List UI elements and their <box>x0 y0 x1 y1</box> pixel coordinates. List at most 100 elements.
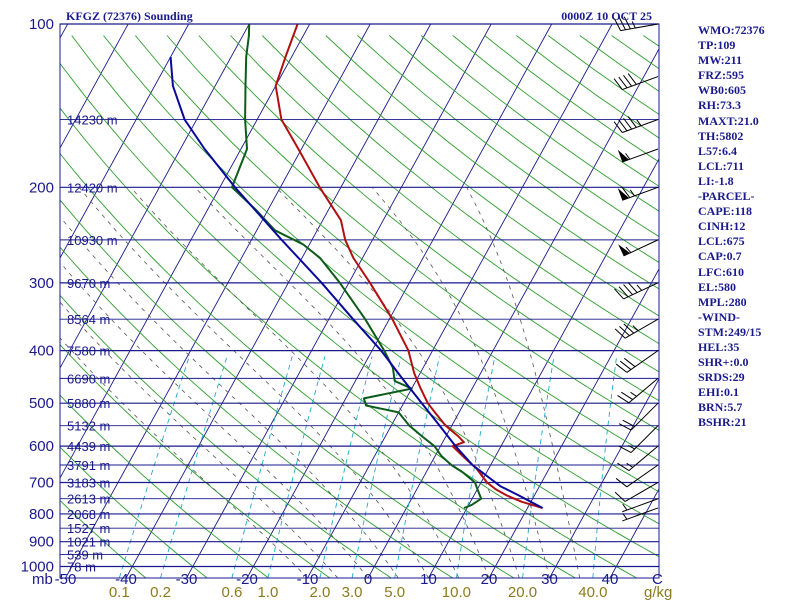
temperature-tick-label: 10 <box>420 571 437 588</box>
pressure-tick-label: 700 <box>29 474 54 491</box>
height-label: 2613 m <box>67 492 110 507</box>
height-label: 1527 m <box>67 521 110 536</box>
plot-frame <box>59 23 660 579</box>
sounding-trace-2 <box>169 56 544 509</box>
mixing-ratio-label: 20.0 <box>508 584 537 600</box>
dry-adiabat-line <box>60 107 637 578</box>
index-line: WMO:72376 <box>698 23 765 37</box>
height-label: 6690 m <box>67 371 110 386</box>
index-line: CINH:12 <box>698 219 746 234</box>
index-line: -WIND- <box>698 309 740 324</box>
index-line: TP:109 <box>698 38 736 53</box>
mixing-ratio-label: 10.0 <box>442 584 471 600</box>
height-label: 1021 m <box>67 535 110 550</box>
isotherm-line <box>60 24 190 259</box>
height-label: 78 m <box>67 560 96 575</box>
isotherm-line <box>549 377 659 578</box>
pressure-tick-label: 500 <box>29 395 54 412</box>
mixing-ratio-unit-label: g/kg <box>644 584 672 600</box>
isotherm-line <box>60 24 311 479</box>
isotherm-line <box>0 24 7 578</box>
mixing-ratio-label: 40.0 <box>578 584 607 600</box>
wind-barb <box>618 239 659 257</box>
index-line: L57:6.4 <box>698 143 737 158</box>
dry-adiabat-line <box>60 446 208 578</box>
temperature-tick-label: -30 <box>176 571 198 588</box>
index-line: LCL:675 <box>698 234 745 249</box>
isotherm-line <box>125 24 432 578</box>
index-line: LFC:610 <box>698 264 744 279</box>
index-line: LI:-1.8 <box>698 173 734 188</box>
temperature-tick-label: 30 <box>541 571 558 588</box>
isotherm-line <box>60 24 250 369</box>
pressure-tick-label: 100 <box>29 16 54 33</box>
pressure-tick-label: 900 <box>29 534 54 551</box>
mixing-ratio-line <box>231 356 293 578</box>
wind-barb <box>613 116 659 133</box>
chart-title: KFGZ (72376) Sounding <box>66 9 193 23</box>
dry-adiabat-line <box>357 35 659 263</box>
index-line: EL:580 <box>698 279 737 294</box>
index-line: -PARCEL- <box>698 189 755 204</box>
moist-adiabat-line <box>60 261 369 578</box>
index-line: CAP:0.7 <box>698 249 742 264</box>
dry-adiabat-line <box>293 35 659 317</box>
height-label: 12420 m <box>67 180 118 195</box>
mixing-ratio-label: 1.0 <box>257 584 278 600</box>
wind-barb <box>615 350 659 373</box>
index-line: SRDS:29 <box>698 370 745 385</box>
background-lines <box>0 24 659 578</box>
wind-barb <box>617 445 659 471</box>
pressure-tick-label: 1000 <box>21 559 54 576</box>
temperature-tick-label: 40 <box>602 571 619 588</box>
mixing-ratio-line <box>319 356 373 578</box>
pressure-tick-label: 300 <box>29 275 54 292</box>
height-label: 14230 m <box>67 113 118 128</box>
wind-barb <box>617 377 659 404</box>
isobars <box>60 23 659 568</box>
wind-barb <box>614 282 659 300</box>
index-line: BSHR:21 <box>698 415 747 430</box>
mixing-ratio-label: 0.2 <box>150 584 171 600</box>
dry-adiabat-line <box>134 35 659 462</box>
wind-barb <box>622 507 659 522</box>
index-line: STM:249/15 <box>698 324 762 339</box>
dry-adiabat-line <box>198 35 659 402</box>
moist-adiabat-line <box>194 187 490 578</box>
mixing-ratio-line <box>160 356 228 578</box>
isotherm-line <box>246 24 553 578</box>
dry-adiabat-line <box>261 35 659 345</box>
sounding-traces <box>169 24 544 509</box>
index-line: LCL:711 <box>698 158 745 173</box>
isotherm-line <box>60 24 129 149</box>
mixing-ratio-label: 2.0 <box>309 584 330 600</box>
moist-adiabat-line <box>466 187 581 578</box>
mixing-ratio-line <box>118 356 190 578</box>
mixing-ratio-line <box>592 356 618 578</box>
moist-adiabat-line <box>130 187 460 578</box>
height-label: 10930 m <box>67 233 118 248</box>
sounding-trace-1 <box>231 24 483 509</box>
isotherm-line <box>488 267 659 578</box>
index-line: SHR+:0.0 <box>698 355 749 370</box>
wind-barb <box>614 482 659 502</box>
index-line: RH:73.3 <box>698 98 741 113</box>
pressure-tick-label: 600 <box>29 438 54 455</box>
wind-barb <box>615 464 659 488</box>
chart-datetime: 0000Z 10 OCT 25 <box>561 9 652 23</box>
height-label: 539 m <box>67 547 103 562</box>
dry-adiabat-line <box>60 199 515 578</box>
dry-adiabat-line <box>60 294 392 578</box>
height-label: 5132 m <box>67 419 110 434</box>
sounding-indices-panel: WMO:72376 TP:109 MW:211 FRZ:595 WB0:605 RH:73… <box>698 23 798 431</box>
index-line: MPL:280 <box>698 294 747 309</box>
wind-barb <box>618 402 659 431</box>
height-label: 3183 m <box>67 475 110 490</box>
mixing-ratio-line <box>267 356 326 578</box>
moist-adiabat-line <box>78 187 429 578</box>
temperature-unit-label: C <box>652 571 663 588</box>
dry-adiabat-line <box>325 35 659 290</box>
pressure-tick-label: 400 <box>29 343 54 360</box>
temperature-tick-label: -40 <box>115 571 137 588</box>
index-line: CAPE:118 <box>698 204 752 219</box>
